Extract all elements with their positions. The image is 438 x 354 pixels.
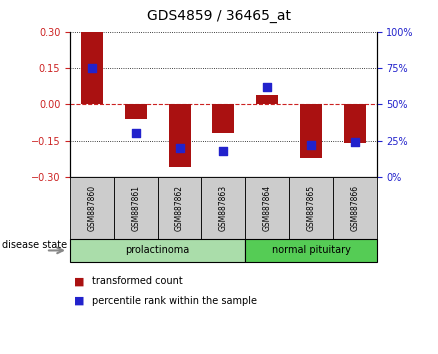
Bar xyxy=(344,104,366,143)
Text: percentile rank within the sample: percentile rank within the sample xyxy=(92,296,257,306)
Text: ■: ■ xyxy=(74,296,85,306)
Text: GSM887860: GSM887860 xyxy=(88,185,96,231)
Bar xyxy=(256,95,278,104)
Text: normal pituitary: normal pituitary xyxy=(272,245,350,256)
Point xyxy=(220,148,227,154)
Point xyxy=(176,145,183,151)
Text: GSM887862: GSM887862 xyxy=(175,185,184,231)
Text: GSM887861: GSM887861 xyxy=(131,185,140,231)
Point xyxy=(132,131,139,136)
Bar xyxy=(300,104,322,158)
Bar xyxy=(169,104,191,167)
Point xyxy=(264,84,271,90)
Text: GSM887866: GSM887866 xyxy=(350,185,359,231)
Bar xyxy=(125,104,147,119)
Point xyxy=(307,142,314,148)
Text: disease state: disease state xyxy=(2,240,67,250)
Text: GSM887865: GSM887865 xyxy=(307,185,315,231)
Bar xyxy=(212,104,234,133)
Text: transformed count: transformed count xyxy=(92,276,183,286)
Bar xyxy=(81,32,103,104)
Text: prolactinoma: prolactinoma xyxy=(126,245,190,256)
Point xyxy=(351,139,358,145)
Point xyxy=(88,65,95,71)
Text: GSM887863: GSM887863 xyxy=(219,185,228,231)
Text: ■: ■ xyxy=(74,276,85,286)
Text: GSM887864: GSM887864 xyxy=(263,185,272,231)
Text: GDS4859 / 36465_at: GDS4859 / 36465_at xyxy=(147,9,291,23)
